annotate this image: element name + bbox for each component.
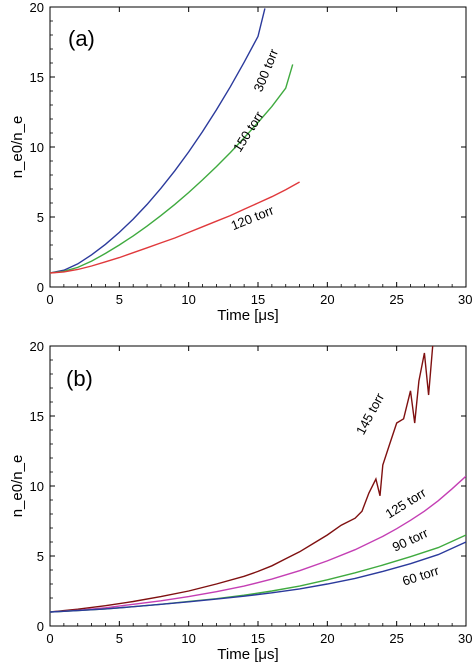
panel-a-x-axis-label: Time [μs] xyxy=(217,307,278,324)
panel-a-y-tick-label: 0 xyxy=(37,280,44,295)
panel-b-series-line-125-torr xyxy=(50,475,466,613)
panel-b-x-axis-label: Time [μs] xyxy=(217,646,278,662)
panel-b-x-tick-label: 20 xyxy=(320,631,334,646)
panel-a-series-line-300-torr xyxy=(50,8,266,274)
panel-a-x-tick-label: 10 xyxy=(181,292,195,307)
panel-b-panel-label: (b) xyxy=(66,366,93,391)
panel-a-y-tick-label: 10 xyxy=(30,140,44,155)
panel-b-y-axis-label: n_e0/n_e xyxy=(9,455,26,518)
panel-a-x-tick-label: 0 xyxy=(46,292,53,307)
panel-b-series-line-145-torr xyxy=(50,346,434,613)
panel-a-y-tick-label: 20 xyxy=(30,0,44,15)
panel-b-y-tick-label: 15 xyxy=(30,409,44,424)
panel-a-y-tick-label: 15 xyxy=(30,70,44,85)
panel-b-y-tick-label: 10 xyxy=(30,479,44,494)
panel-b-series-label: 145 torr xyxy=(353,390,388,437)
panel-a-series-label: 300 torr xyxy=(250,46,281,94)
panel-b-y-tick-label: 20 xyxy=(30,339,44,354)
panel-a-y-axis-label: n_e0/n_e xyxy=(9,116,26,179)
panel-a-plot-frame xyxy=(49,6,467,288)
panel-a-series-line-150-torr xyxy=(50,64,294,274)
panel-b-series-line-60-torr xyxy=(50,541,466,613)
panel-b-series-label: 60 torr xyxy=(400,563,441,589)
panel-a-x-tick-label: 20 xyxy=(320,292,334,307)
panel-b-x-tick-label: 10 xyxy=(181,631,195,646)
panel-b-y-tick-label: 0 xyxy=(37,619,44,634)
panel-b-x-tick-label: 0 xyxy=(46,631,53,646)
panel-b-y-tick-label: 5 xyxy=(37,549,44,564)
panel-a-y-tick-label: 5 xyxy=(37,210,44,225)
panel-b-x-tick-label: 25 xyxy=(389,631,403,646)
panel-a-series-label: 150 torr xyxy=(230,108,267,155)
panel-b-x-tick-label: 30 xyxy=(458,631,472,646)
panel-a-x-tick-label: 25 xyxy=(389,292,403,307)
panel-a-panel-label: (a) xyxy=(68,26,95,51)
panel-a-series-line-120-torr xyxy=(50,181,300,274)
panel-a-x-tick-label: 30 xyxy=(458,292,472,307)
panel-a-series-label: 120 torr xyxy=(229,202,277,233)
panel-a-x-tick-label: 5 xyxy=(116,292,123,307)
panel-b-series-label: 125 torr xyxy=(383,485,430,522)
panel-a-x-tick-label: 15 xyxy=(251,292,265,307)
panel-b-x-tick-label: 15 xyxy=(251,631,265,646)
panel-b-x-tick-label: 5 xyxy=(116,631,123,646)
